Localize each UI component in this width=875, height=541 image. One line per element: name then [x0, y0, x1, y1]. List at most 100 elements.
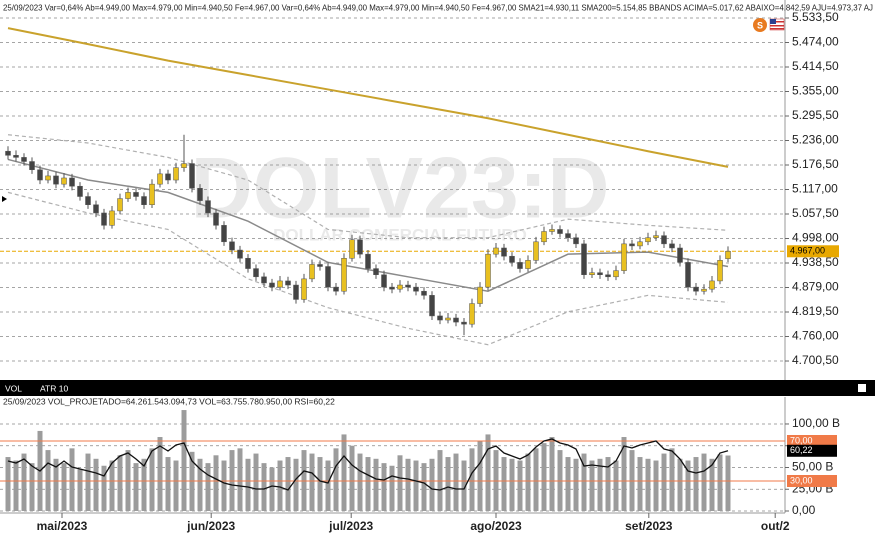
candle-body — [597, 272, 603, 275]
candle-body — [565, 233, 571, 238]
candle-body — [141, 196, 147, 205]
volume-bar — [269, 467, 275, 511]
volume-bar — [317, 457, 323, 511]
y-tick-label: 4.819,50 — [792, 304, 839, 318]
volume-bar — [245, 458, 251, 511]
y-tick-label: 5.176,50 — [792, 157, 839, 171]
candle-body — [549, 229, 555, 232]
candle-body — [333, 286, 339, 292]
candle-body — [525, 260, 531, 269]
candle-body — [109, 210, 115, 226]
candle-body — [309, 264, 315, 280]
volume-bar — [181, 410, 187, 511]
volume-bar — [413, 460, 419, 511]
candle-body — [725, 251, 731, 259]
maximize-button[interactable] — [858, 384, 866, 392]
volume-bar — [341, 434, 347, 511]
candle-body — [53, 175, 59, 185]
currency-icons: S — [753, 18, 785, 32]
volume-bar — [653, 460, 659, 511]
volume-bar — [261, 463, 267, 511]
candle-body — [125, 192, 131, 199]
candle-body — [389, 286, 395, 290]
candle-body — [149, 183, 155, 205]
y-tick-label: 50,00 B — [792, 460, 833, 474]
panel-info: 25/09/2023 VOL_PROJETADO=64.261.543.094,… — [3, 396, 335, 406]
watermark-sub: DOLLAR COMERCIAL FUTURO — [273, 225, 527, 244]
s-icon[interactable] — [753, 18, 767, 32]
rsi-level-box — [787, 435, 837, 447]
candle-body — [437, 315, 443, 321]
volume-bar — [517, 460, 523, 511]
x-tick-label: jul/2023 — [328, 519, 373, 533]
volume-bar — [197, 458, 203, 511]
last-price-label: 4.967,00 — [790, 246, 825, 256]
y-tick-label: 5.414,50 — [792, 59, 839, 73]
volume-bar — [677, 458, 683, 511]
candle-body — [245, 258, 251, 269]
candle-body — [269, 282, 275, 288]
volume-bar — [133, 463, 139, 511]
candle-body — [349, 239, 355, 259]
y-tick-label: 0,00 — [792, 503, 816, 517]
candle-body — [717, 260, 723, 282]
volume-bar — [709, 458, 715, 511]
candle-body — [77, 185, 83, 197]
rsi-line — [7, 438, 729, 491]
candle-body — [325, 266, 331, 288]
volume-bar — [397, 455, 403, 511]
volume-bar — [477, 441, 483, 511]
candle-body — [37, 169, 43, 181]
candle-body — [237, 249, 243, 259]
volume-bar — [173, 460, 179, 511]
volume-bar — [117, 455, 123, 511]
candle-body — [589, 272, 595, 275]
y-tick-label: 5.117,00 — [792, 182, 838, 196]
candle-body — [573, 237, 579, 245]
candle-body — [685, 262, 691, 288]
volume-bar — [21, 453, 27, 511]
flag-canton — [770, 19, 776, 24]
volume-bar — [309, 453, 315, 511]
y-tick-label: 4.998,00 — [792, 231, 839, 245]
volume-bar — [717, 454, 723, 511]
tab: ATR 10 — [40, 383, 68, 393]
us-flag[interactable] — [769, 18, 785, 31]
candle-body — [341, 258, 347, 292]
candle-body — [365, 253, 371, 269]
candle-body — [285, 280, 291, 286]
volume-bar — [61, 463, 67, 511]
volume-bar — [613, 460, 619, 511]
candle-body — [677, 247, 683, 263]
candle-body — [381, 274, 387, 288]
volume-bar — [285, 457, 291, 511]
candle-body — [421, 290, 427, 296]
volume-bar — [509, 458, 515, 511]
volume-bar — [237, 448, 243, 511]
y-tick-label: 5.295,50 — [792, 108, 839, 122]
candle-body — [669, 243, 675, 249]
candle-body — [101, 212, 107, 226]
candle-body — [461, 321, 467, 325]
volume-bar — [685, 460, 691, 511]
volume-bar — [549, 437, 555, 511]
candle-body — [197, 188, 203, 201]
volume-bar — [77, 469, 83, 511]
indicator-line — [7, 27, 729, 168]
volume-bar — [253, 453, 259, 511]
volume-bar — [221, 460, 227, 511]
scroll-arrow[interactable] — [2, 196, 7, 202]
candle-body — [253, 268, 259, 278]
rsi-current-box — [787, 444, 837, 457]
volume-bar — [85, 453, 91, 511]
candle-body — [517, 262, 523, 269]
volume-bar — [205, 463, 211, 511]
volume-bar — [701, 453, 707, 511]
candle-body — [701, 288, 707, 292]
candle-body — [445, 317, 451, 321]
candle-body — [413, 286, 419, 292]
candle-body — [13, 155, 19, 158]
volume-bar — [485, 434, 491, 511]
candle-body — [293, 284, 299, 300]
candle-body — [221, 225, 227, 243]
